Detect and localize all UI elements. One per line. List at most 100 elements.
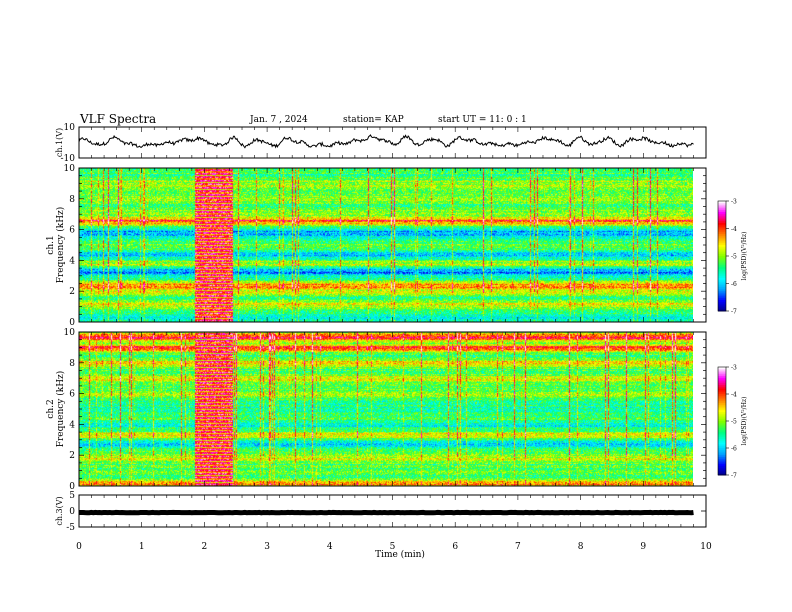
x-tick-label: 8: [578, 542, 584, 552]
y-tick-label: 2: [69, 451, 75, 461]
colorbar-swatch: [718, 464, 726, 467]
colorbar-swatch: [718, 252, 726, 255]
y-axis-label: ch.2: [46, 399, 56, 418]
colorbar-swatch: [718, 263, 726, 266]
colorbar-ch2: -3 -4 -5 -6 -7 log(PSD)(V²/Hz): [717, 365, 748, 480]
ch2-spectrogram-panel: 0 2 4 6 8 10 ch.2 Frequency (kHz): [46, 328, 707, 492]
colorbar-swatch: [718, 460, 726, 463]
x-tick-label: 4: [327, 542, 333, 552]
colorbar-swatch: [718, 433, 726, 436]
colorbar-swatch: [718, 376, 726, 379]
colorbar-swatch: [718, 383, 726, 386]
x-tick-label: 3: [264, 542, 270, 552]
start-time-label: start UT = 11: 0 : 1: [438, 115, 527, 125]
colorbar-swatch: [718, 237, 726, 240]
colorbar-swatch: [718, 428, 726, 431]
colorbar-swatch: [718, 473, 726, 476]
colorbar-swatch: [718, 224, 726, 228]
y-tick-label: 10: [64, 164, 76, 174]
colorbar-swatch: [718, 417, 726, 420]
colorbar-swatch: [718, 385, 726, 388]
colorbar-tick-label: -7: [731, 473, 737, 480]
colorbar-swatch: [718, 281, 726, 284]
ch3-waveform-panel: 5 0 -5ch.3(V): [55, 491, 707, 533]
spectrogram-image: [79, 168, 693, 322]
colorbar-swatch: [718, 213, 726, 217]
y-tick-label: 8: [69, 359, 75, 369]
colorbar-swatch: [718, 230, 726, 233]
y-axis-label: ch.1: [46, 235, 56, 254]
colorbar-swatch: [718, 259, 726, 262]
colorbar-swatch: [718, 279, 726, 283]
colorbar-swatch: [718, 424, 726, 427]
figure-title: VLF Spectra: [79, 112, 156, 126]
colorbar-swatch: [718, 394, 726, 397]
colorbar-tick-label: -5: [731, 254, 737, 261]
colorbar-swatch: [718, 390, 726, 393]
x-tick-label: 0: [76, 542, 82, 552]
colorbar-swatch: [718, 261, 726, 264]
colorbar-swatch: [718, 467, 726, 471]
y-axis-label: Frequency (kHz): [55, 371, 66, 448]
colorbar-swatch: [718, 248, 726, 251]
colorbar-swatch: [718, 241, 726, 244]
colorbar-swatch: [718, 274, 726, 277]
colorbar-swatch: [718, 430, 726, 433]
colorbar-swatch: [718, 202, 726, 206]
colorbar-swatch: [718, 278, 726, 281]
colorbar-swatch: [718, 370, 726, 373]
colorbar-swatch: [718, 471, 726, 474]
colorbar-swatch: [718, 226, 726, 229]
colorbar-swatch: [718, 300, 726, 303]
colorbar-swatch: [718, 386, 726, 390]
x-tick-label: 1: [139, 542, 145, 552]
colorbar-swatch: [718, 439, 726, 442]
y-tick-label: 10: [64, 328, 76, 338]
colorbar-swatch: [718, 272, 726, 275]
colorbar-swatch: [718, 367, 726, 370]
colorbar-swatch: [718, 379, 726, 382]
colorbar-swatch: [718, 381, 726, 384]
colorbar-swatch: [718, 458, 726, 462]
colorbar-swatch: [718, 307, 726, 310]
colorbar-swatch: [718, 305, 726, 308]
colorbar-tick-label: -4: [731, 226, 737, 233]
colorbar-swatch: [718, 395, 726, 399]
colorbar-tick-label: -4: [731, 392, 737, 399]
colorbar-swatch: [718, 309, 726, 312]
colorbar-swatch: [718, 397, 726, 400]
colorbar-tick-label: -6: [731, 281, 737, 288]
colorbar-swatch: [718, 235, 726, 239]
colorbar-swatch: [718, 426, 726, 429]
colorbar-swatch: [718, 453, 726, 456]
y-tick-label: 10: [64, 123, 76, 133]
colorbar-swatch: [718, 267, 726, 270]
colorbar-swatch: [718, 215, 726, 218]
y-tick-label: 0: [69, 318, 75, 328]
x-tick-label: 10: [700, 542, 712, 552]
colorbar-swatch: [718, 437, 726, 440]
colorbar-swatch: [718, 372, 726, 375]
colorbar-swatch: [718, 206, 726, 209]
colorbar-swatch: [718, 466, 726, 469]
colorbar-swatch: [718, 283, 726, 286]
colorbar-swatch: [718, 208, 726, 211]
colorbar-swatch: [718, 228, 726, 231]
waveform-line: [78, 134, 694, 149]
colorbar-swatch: [718, 285, 726, 288]
colorbar-swatch: [718, 403, 726, 406]
colorbar-swatch: [718, 298, 726, 301]
colorbar-swatch: [718, 455, 726, 458]
colorbar-swatch: [718, 221, 726, 224]
y-tick-label: 0: [69, 482, 75, 492]
y-tick-label: 0: [69, 507, 75, 517]
y-axis-label: ch.1(V): [55, 128, 64, 157]
y-tick-label: 6: [69, 226, 75, 236]
colorbar-swatch: [718, 239, 726, 242]
y-tick-label: 6: [69, 390, 75, 400]
colorbar-swatch: [718, 431, 726, 435]
x-tick-label: 6: [452, 542, 458, 552]
x-tick-label: 2: [202, 542, 208, 552]
